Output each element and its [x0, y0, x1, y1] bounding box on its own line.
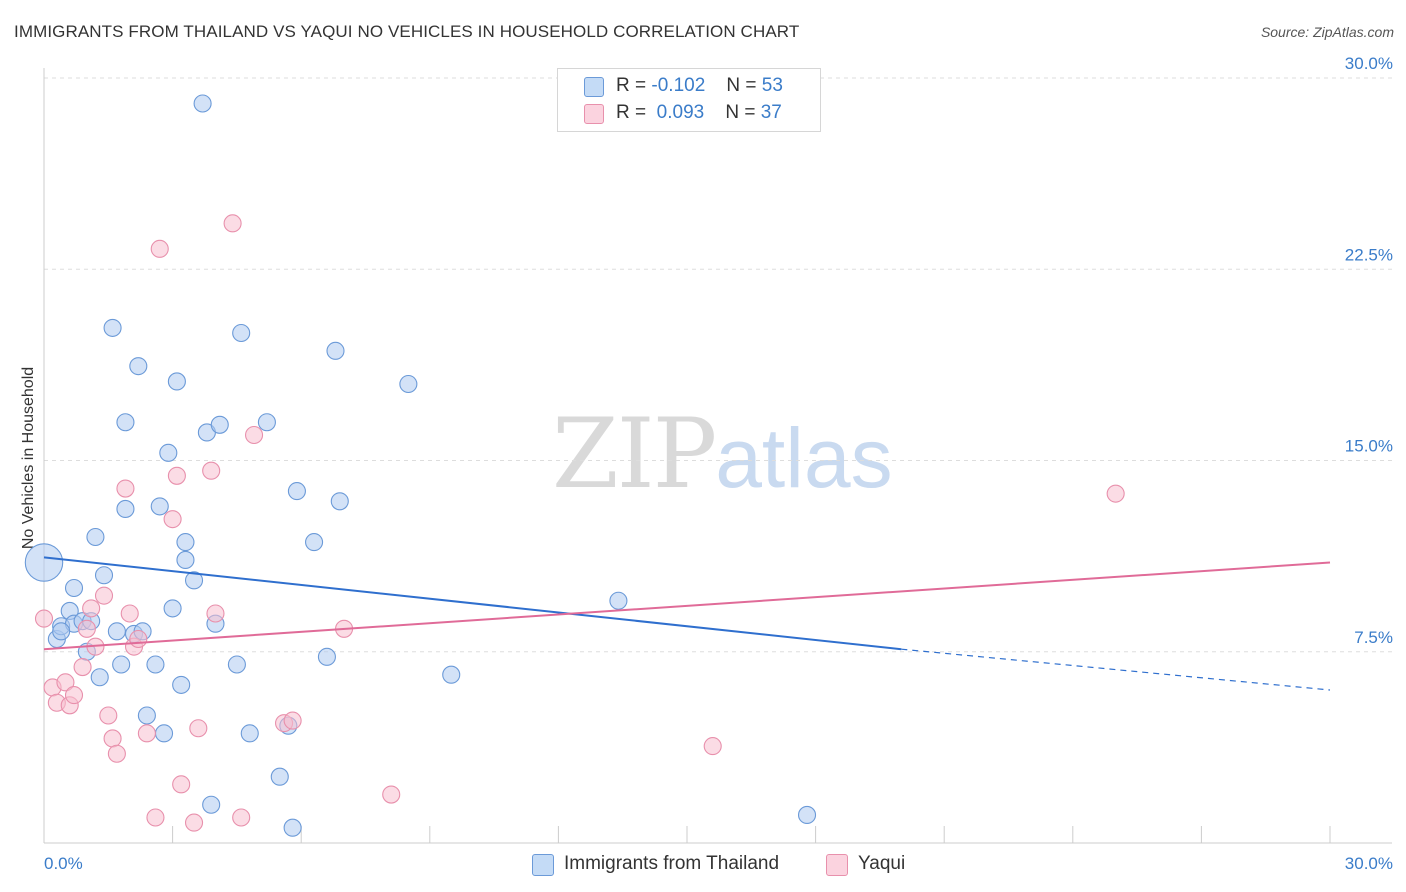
thailand-point: [609, 591, 628, 610]
yaqui-trend-line: [43, 561, 1331, 651]
thailand-point: [112, 655, 131, 674]
thailand-point: [210, 415, 229, 434]
yaqui-point: [202, 461, 221, 480]
yaqui-point: [94, 586, 114, 605]
yaqui-point: [1106, 484, 1125, 503]
legend-r-value: -0.102: [651, 75, 706, 96]
chart-title: IMMIGRANTS FROM THAILAND VS YAQUI NO VEH…: [14, 22, 800, 41]
yaqui-point: [232, 808, 251, 827]
thailand-point: [167, 372, 186, 391]
thailand-point: [317, 647, 336, 666]
thailand-point: [176, 550, 195, 570]
thailand-trend-extension: [901, 648, 1331, 691]
thailand-point: [172, 675, 191, 694]
legend-n-value: 53: [761, 75, 783, 96]
yaqui-point: [137, 724, 156, 743]
bottom-legend-label-thailand: Immigrants from Thailand: [564, 853, 780, 874]
thailand-point: [24, 543, 64, 582]
legend-n-label: N =: [726, 75, 757, 96]
yaqui-point: [382, 785, 401, 804]
yaqui-point: [150, 239, 169, 258]
y-tick-label: 22.5%: [1345, 245, 1393, 264]
thailand-point: [154, 724, 174, 743]
thailand-point: [103, 318, 122, 337]
legend-swatch-thailand: [584, 77, 604, 97]
thailand-point: [270, 767, 289, 786]
thailand-point: [107, 622, 126, 641]
yaqui-point: [34, 609, 54, 628]
yaqui-point: [120, 604, 139, 623]
thailand-point: [232, 323, 251, 343]
thailand-point: [797, 805, 817, 825]
legend-n-value: 37: [760, 102, 782, 123]
thailand-point: [193, 94, 212, 113]
thailand-point: [442, 665, 461, 684]
thailand-point: [150, 497, 169, 516]
yaqui-point: [172, 775, 191, 794]
thailand-point: [129, 357, 148, 376]
thailand-point: [116, 413, 135, 432]
thailand-point: [184, 571, 204, 590]
thailand-point: [64, 578, 84, 598]
y-tick-label: 15.0%: [1345, 437, 1393, 456]
x-tick-label: 30.0%: [1345, 854, 1393, 873]
thailand-point: [287, 482, 306, 501]
thailand-point: [116, 499, 135, 519]
bottom-legend-label-yaqui: Yaqui: [858, 853, 906, 874]
yaqui-point: [189, 719, 208, 738]
yaqui-point: [99, 706, 118, 725]
yaqui-point: [163, 510, 182, 529]
yaqui-point: [103, 729, 122, 748]
thailand-point: [257, 413, 276, 432]
legend: R = -0.102 N = 53 R = 0.093 N = 37: [557, 68, 821, 132]
x-tick-label: 0.0%: [44, 854, 83, 873]
bottom-legend-swatch-yaqui: [826, 854, 848, 876]
thailand-point: [90, 668, 109, 687]
thailand-point: [159, 443, 178, 462]
yaqui-point: [116, 479, 135, 498]
thailand-point: [202, 795, 221, 814]
thailand-point: [146, 655, 165, 674]
legend-r-label: R =: [616, 75, 647, 96]
thailand-point: [137, 706, 156, 725]
thailand-point: [86, 527, 105, 547]
y-axis-title: No Vehicles in Household: [20, 367, 37, 549]
source-label: Source: ZipAtlas.com: [1260, 24, 1394, 40]
thailand-point: [94, 566, 114, 585]
yaqui-point: [129, 629, 148, 649]
thailand-point: [326, 341, 345, 360]
legend-r-value: 0.093: [656, 102, 705, 123]
thailand-point: [330, 492, 349, 511]
thailand-point: [240, 724, 259, 743]
thailand-point: [52, 622, 71, 641]
thailand-trend-line: [43, 556, 902, 651]
yaqui-point: [107, 744, 126, 763]
yaqui-point: [703, 737, 722, 756]
thailand-point: [283, 818, 302, 837]
thailand-point: [163, 599, 182, 618]
yaqui-point: [184, 813, 204, 832]
yaqui-point: [283, 711, 302, 730]
yaqui-point: [73, 657, 92, 677]
y-tick-label: 30.0%: [1345, 54, 1393, 73]
legend-swatch-yaqui: [584, 104, 604, 124]
thailand-point: [176, 533, 195, 552]
legend-n-label: N =: [725, 102, 756, 123]
bottom-legend-swatch-thailand: [532, 854, 554, 876]
thailand-point: [399, 374, 418, 394]
yaqui-point: [64, 686, 84, 705]
y-tick-label: 7.5%: [1354, 628, 1393, 647]
thailand-point: [227, 655, 246, 674]
thailand-point: [305, 533, 324, 552]
yaqui-point: [82, 599, 101, 618]
legend-r-label: R =: [616, 102, 647, 123]
yaqui-point: [77, 619, 96, 638]
yaqui-point: [223, 214, 242, 233]
yaqui-point: [167, 466, 186, 485]
yaqui-point: [56, 673, 75, 692]
yaqui-point: [146, 808, 165, 827]
yaqui-point: [206, 604, 225, 623]
yaqui-point: [244, 425, 264, 445]
